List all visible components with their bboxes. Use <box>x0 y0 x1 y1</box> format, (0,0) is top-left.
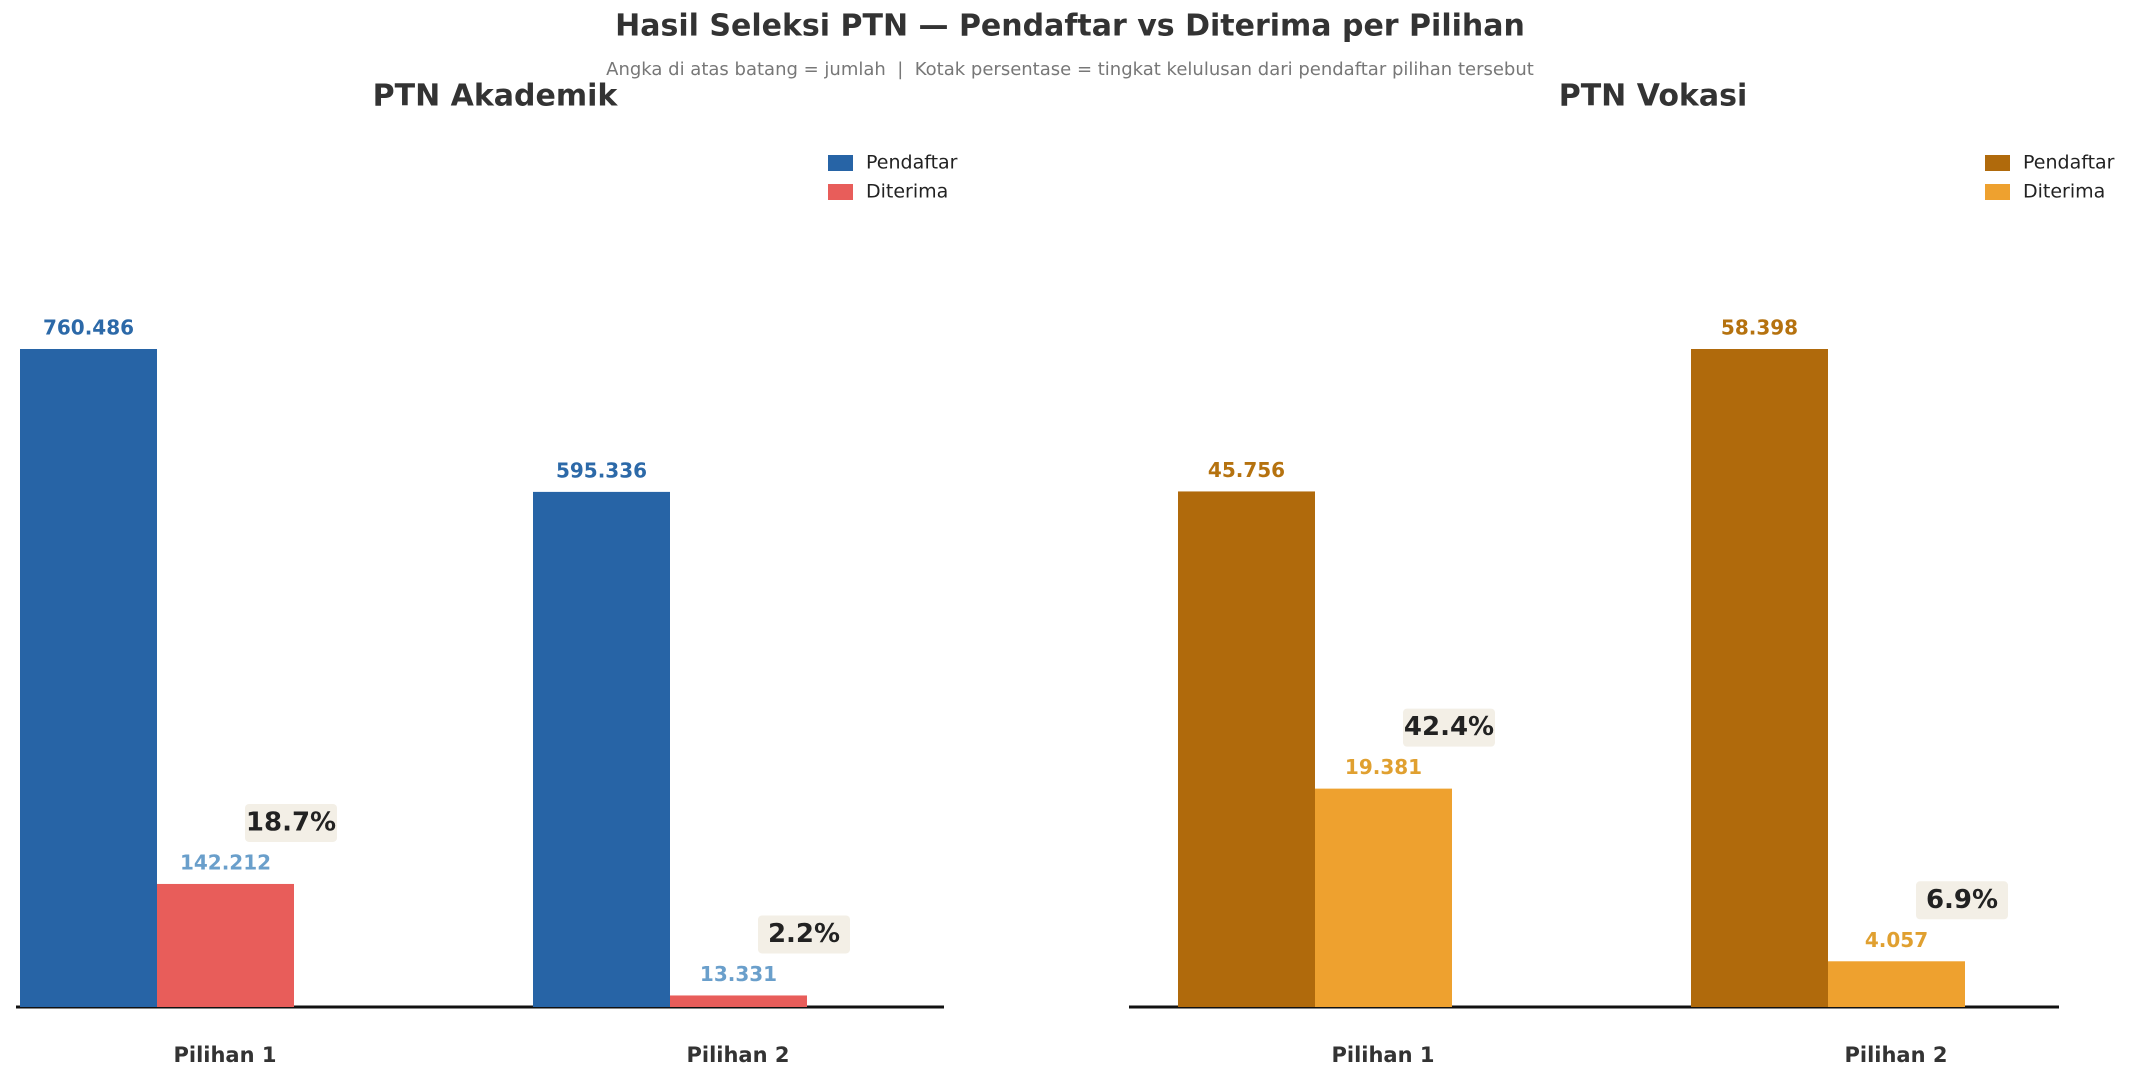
rate-label: 6.9% <box>1926 885 1998 915</box>
category-label: Pilihan 1 <box>1332 1043 1435 1067</box>
bar <box>1178 491 1315 1007</box>
legend-swatch <box>828 155 853 171</box>
value-label: 58.398 <box>1721 316 1798 340</box>
legend-label: Pendaftar <box>2023 152 2115 174</box>
value-label: 19.381 <box>1345 755 1422 779</box>
rate-box <box>758 915 850 954</box>
rate-box <box>1916 881 2008 920</box>
value-label: 595.336 <box>556 458 647 482</box>
value-label: 760.486 <box>43 316 134 340</box>
rate-box <box>245 803 337 842</box>
legend-label: Diterima <box>2023 181 2105 203</box>
bar <box>670 995 807 1007</box>
subplot-title: PTN Akademik <box>373 79 619 114</box>
figure-title: Hasil Seleksi PTN — Pendaftar vs Diterim… <box>615 9 1525 44</box>
value-label: 13.331 <box>700 962 777 986</box>
value-label: 45.756 <box>1208 458 1285 482</box>
value-label: 142.212 <box>180 850 271 874</box>
category-label: Pilihan 1 <box>174 1043 277 1067</box>
legend-label: Diterima <box>866 181 948 203</box>
legend-swatch <box>828 184 853 200</box>
value-label: 4.057 <box>1865 928 1928 952</box>
subplot-title: PTN Vokasi <box>1559 79 1748 114</box>
bar <box>1691 349 1828 1007</box>
bar <box>1315 788 1452 1007</box>
category-label: Pilihan 2 <box>687 1043 790 1067</box>
bar <box>157 883 294 1007</box>
category-label: Pilihan 2 <box>1845 1043 1948 1067</box>
rate-label: 18.7% <box>246 807 336 837</box>
bar <box>533 491 670 1007</box>
figure-subtitle: Angka di atas batang = jumlah | Kotak pe… <box>606 59 1534 80</box>
rate-box <box>1403 708 1495 747</box>
bar <box>1828 961 1965 1007</box>
legend-label: Pendaftar <box>866 152 958 174</box>
rate-label: 42.4% <box>1404 712 1494 742</box>
legend-swatch <box>1985 155 2010 171</box>
legend-swatch <box>1985 184 2010 200</box>
rate-label: 2.2% <box>768 919 840 949</box>
bar <box>20 349 157 1007</box>
